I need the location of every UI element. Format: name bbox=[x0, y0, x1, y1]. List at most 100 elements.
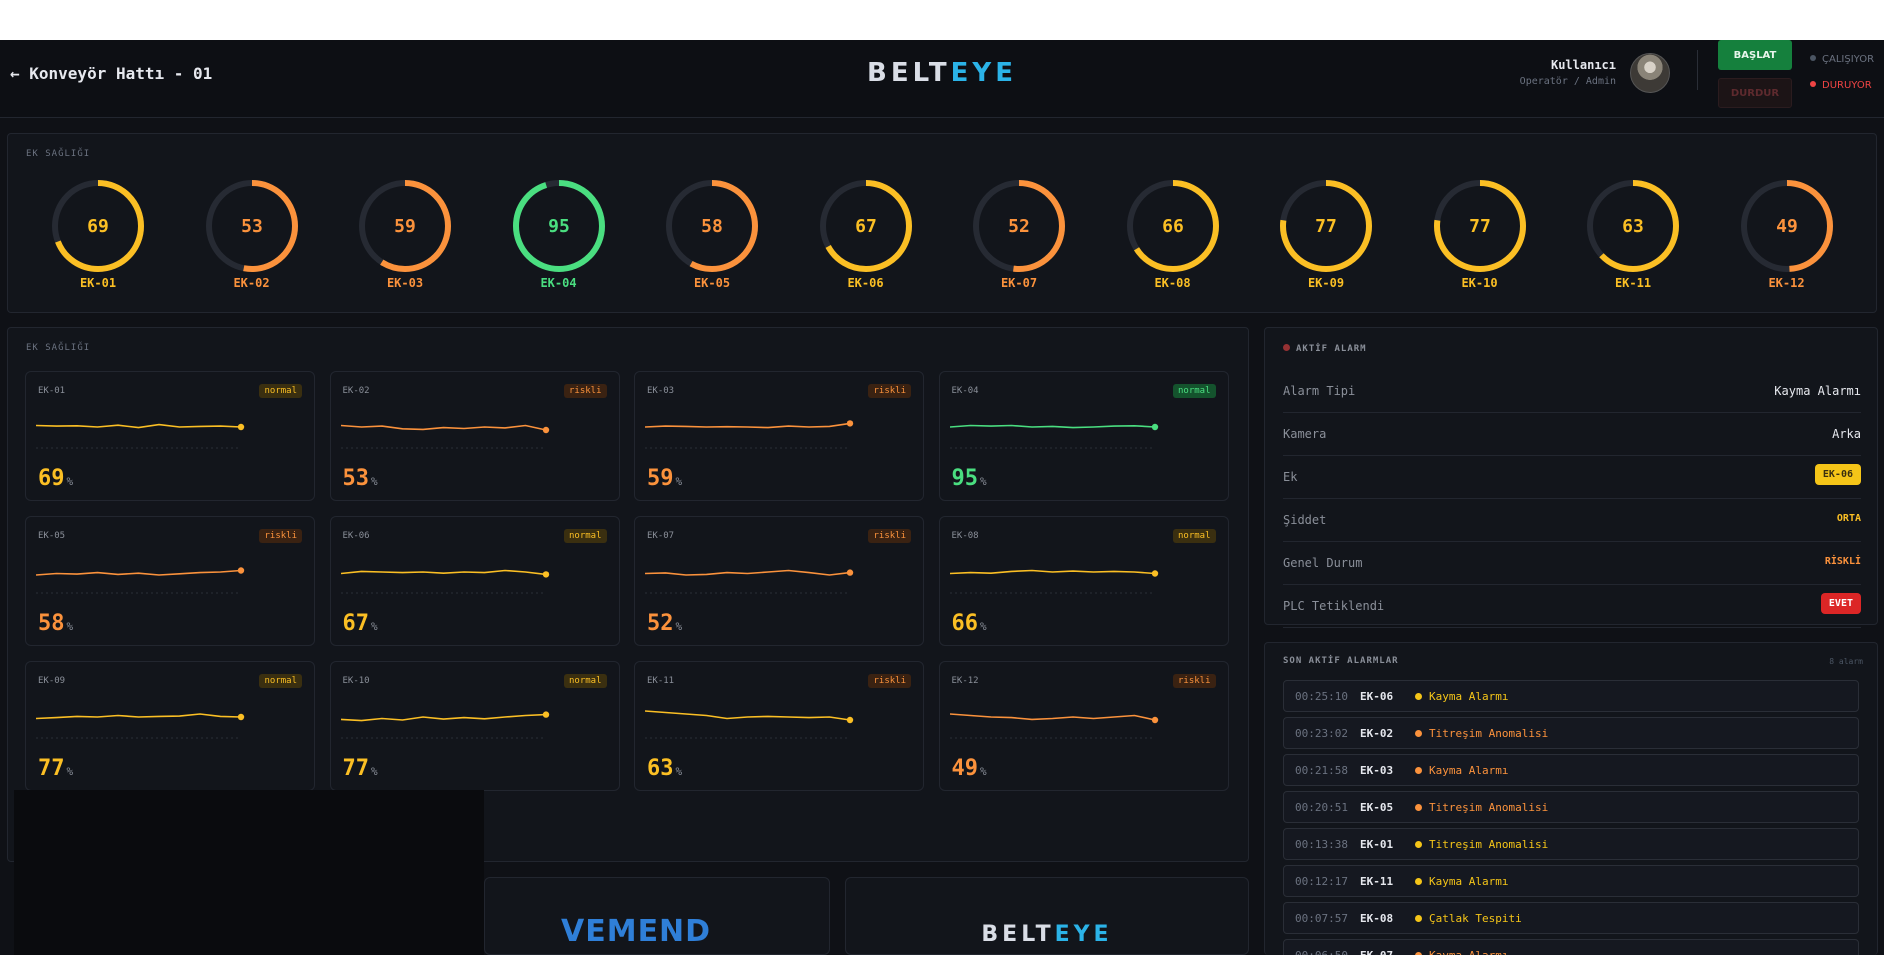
card-value-unit: % bbox=[980, 765, 987, 778]
sparkline-line bbox=[340, 424, 546, 431]
gauge-arc bbox=[819, 180, 912, 272]
health-card-ek-09[interactable]: EK-09 normal 77% bbox=[25, 661, 315, 791]
alarm-row-key: Kamera bbox=[1283, 427, 1327, 441]
sparkline-line bbox=[949, 713, 1155, 721]
active-alarm-panel: AKTİF ALARM Alarm Tipi Kayma Alarmı Kamera… bbox=[1264, 327, 1878, 628]
gauge-panel-title: EK SAĞLIĞI bbox=[26, 149, 91, 159]
gauge-ek-09: 77 EK-09 bbox=[1278, 178, 1374, 290]
card-id: EK-04 bbox=[951, 386, 979, 396]
back-link[interactable]: ← Konveyör Hattı - 01 bbox=[10, 64, 213, 83]
alarm-row-key: Alarm Tipi bbox=[1283, 384, 1356, 398]
status-badge: riskli bbox=[1172, 674, 1216, 688]
status-stopped: DURUYOR bbox=[1810, 80, 1872, 91]
alarm-row-key: PLC Tetiklendi bbox=[1283, 599, 1385, 613]
card-id: EK-06 bbox=[342, 531, 370, 541]
start-button[interactable]: BAŞLAT bbox=[1718, 40, 1792, 70]
recent-alarm-item[interactable]: 00:20:51 EK-05 Titreşim Anomalisi bbox=[1283, 791, 1859, 823]
gauge-ek-07: 52 EK-07 bbox=[971, 178, 1067, 290]
recent-alarm-item[interactable]: 00:13:38 EK-01 Titreşim Anomalisi bbox=[1283, 828, 1859, 860]
health-card-ek-11[interactable]: EK-11 riskli 63% bbox=[634, 661, 924, 791]
alarm-type: Çatlak Tespiti bbox=[1429, 912, 1522, 925]
card-value-unit: % bbox=[371, 475, 378, 488]
card-value-unit: % bbox=[675, 765, 683, 778]
stop-button[interactable]: DURDUR bbox=[1718, 78, 1792, 108]
status-badge: normal bbox=[563, 674, 607, 688]
recent-alarm-item[interactable]: 00:12:17 EK-11 Kayma Alarmı bbox=[1283, 865, 1859, 897]
health-card-ek-06[interactable]: EK-06 normal 67% bbox=[329, 516, 620, 646]
sparkline-end-point bbox=[1151, 423, 1158, 431]
sparkline bbox=[36, 423, 245, 449]
gauge-ring: 66 bbox=[1126, 180, 1219, 272]
recent-alarm-item[interactable]: 00:21:58 EK-03 Kayma Alarmı bbox=[1283, 754, 1859, 786]
card-value-number: 67 bbox=[342, 611, 370, 636]
alarm-ek: EK-05 bbox=[1360, 801, 1394, 814]
health-card-ek-08[interactable]: EK-08 normal 66% bbox=[938, 516, 1229, 646]
status-badge: riskli bbox=[868, 674, 911, 688]
belteye-logo-card: BELTEYE bbox=[845, 877, 1249, 955]
alarm-time: 00:07:57 bbox=[1295, 912, 1348, 925]
card-value: 95% bbox=[952, 466, 987, 491]
footer-brand-part-1: BELT bbox=[981, 922, 1055, 947]
health-card-ek-07[interactable]: EK-07 riskli 52% bbox=[634, 516, 924, 646]
health-card-ek-04[interactable]: EK-04 normal 95% bbox=[938, 371, 1229, 501]
alarm-time: 00:13:38 bbox=[1295, 838, 1348, 851]
gauge-arc bbox=[359, 180, 451, 272]
health-card-ek-05[interactable]: EK-05 riskli 58% bbox=[25, 516, 315, 646]
gauge-arc bbox=[205, 180, 298, 272]
card-value: 53% bbox=[343, 466, 378, 491]
app-header: ← Konveyör Hattı - 01 BELTEYE Kullanıcı … bbox=[0, 40, 1884, 118]
alarm-type: Kayma Alarmı bbox=[1429, 690, 1509, 703]
card-id: EK-03 bbox=[647, 386, 675, 396]
alarm-ek: EK-07 bbox=[1360, 949, 1393, 955]
health-card-ek-03[interactable]: EK-03 riskli 59% bbox=[634, 371, 924, 501]
sparkline-line bbox=[340, 569, 546, 576]
health-card-ek-01[interactable]: EK-01 normal 69% bbox=[25, 371, 315, 501]
gauge-panel: EK SAĞLIĞI 69 EK-01 53 EK-02 59 EK-03 95 EK-04 5… bbox=[7, 133, 1877, 313]
gauge-arc bbox=[1740, 180, 1833, 272]
avatar[interactable] bbox=[1630, 53, 1670, 93]
card-value-number: 58 bbox=[38, 611, 65, 636]
alarm-ek: EK-02 bbox=[1360, 727, 1394, 740]
card-value-number: 59 bbox=[647, 466, 674, 491]
sparkline bbox=[36, 567, 245, 594]
header-divider bbox=[1697, 50, 1698, 90]
browser-top-bar bbox=[0, 0, 1884, 40]
gauge-ring: 77 bbox=[1433, 180, 1526, 272]
alarm-time: 00:06:50 bbox=[1295, 949, 1348, 955]
gauge-label: EK-05 bbox=[693, 276, 731, 290]
recent-alarm-item[interactable]: 00:25:10 EK-06 Kayma Alarmı bbox=[1283, 680, 1859, 712]
card-value-unit: % bbox=[66, 475, 74, 488]
gauge-label: EK-11 bbox=[1614, 276, 1652, 290]
recent-alarm-item[interactable]: 00:23:02 EK-02 Titreşim Anomalisi bbox=[1283, 717, 1859, 749]
alarm-row-key: Şiddet bbox=[1283, 513, 1327, 527]
alarm-dot-icon bbox=[1415, 952, 1422, 955]
gauge-ek-08: 66 EK-08 bbox=[1125, 178, 1221, 290]
alarm-row-value: Kayma Alarmı bbox=[1774, 384, 1861, 398]
sparkline-end-point bbox=[237, 567, 245, 574]
card-value-unit: % bbox=[66, 765, 74, 778]
health-card-ek-02[interactable]: EK-02 riskli 53% bbox=[329, 371, 620, 501]
sparkline-end-point bbox=[542, 571, 549, 578]
recent-alarm-item[interactable]: 00:06:50 EK-07 Kayma Alarmı bbox=[1283, 939, 1859, 955]
card-value-number: 77 bbox=[38, 756, 65, 781]
status-badge: normal bbox=[259, 674, 302, 688]
gauge-label: EK-12 bbox=[1768, 276, 1805, 290]
sparkline-end-point bbox=[1151, 716, 1158, 724]
card-value-number: 63 bbox=[647, 756, 674, 781]
alarm-dot-icon bbox=[1283, 344, 1290, 351]
alarm-row-key: Genel Durum bbox=[1283, 556, 1363, 570]
gauge-label: EK-06 bbox=[847, 276, 884, 290]
status-badge: normal bbox=[563, 529, 607, 543]
status-dot-icon bbox=[1810, 81, 1816, 87]
alarm-time: 00:25:10 bbox=[1295, 690, 1348, 703]
gauge-ek-06: 67 EK-06 bbox=[818, 178, 914, 290]
card-value-unit: % bbox=[371, 765, 378, 778]
alarm-time: 00:21:58 bbox=[1295, 764, 1348, 777]
health-card-ek-10[interactable]: EK-10 normal 77% bbox=[329, 661, 620, 791]
card-id: EK-12 bbox=[951, 676, 979, 686]
gauge-ek-10: 77 EK-10 bbox=[1432, 178, 1528, 290]
recent-alarm-item[interactable]: 00:07:57 EK-08 Çatlak Tespiti bbox=[1283, 902, 1859, 934]
card-id: EK-02 bbox=[342, 386, 370, 396]
health-card-ek-12[interactable]: EK-12 riskli 49% bbox=[938, 661, 1229, 791]
gauge-ring: 69 bbox=[52, 180, 144, 272]
